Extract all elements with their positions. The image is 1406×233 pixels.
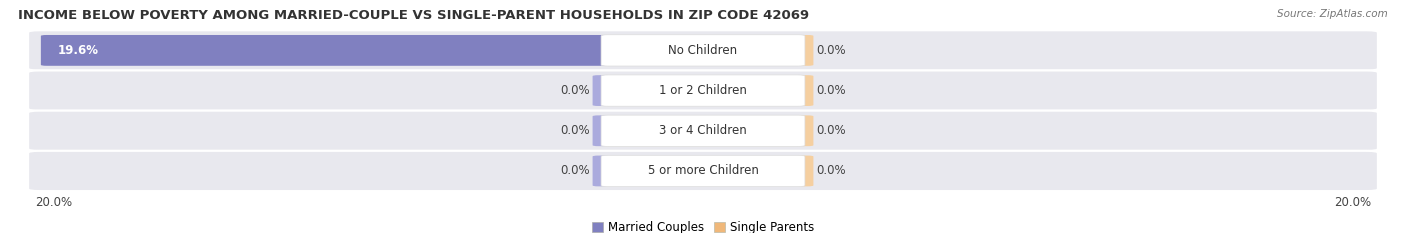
FancyBboxPatch shape	[28, 30, 1378, 70]
Text: 1 or 2 Children: 1 or 2 Children	[659, 84, 747, 97]
FancyBboxPatch shape	[28, 111, 1378, 151]
FancyBboxPatch shape	[28, 151, 1378, 191]
FancyBboxPatch shape	[602, 155, 806, 187]
Text: 0.0%: 0.0%	[817, 84, 846, 97]
FancyBboxPatch shape	[602, 75, 806, 106]
Legend: Married Couples, Single Parents: Married Couples, Single Parents	[586, 216, 820, 233]
Text: INCOME BELOW POVERTY AMONG MARRIED-COUPLE VS SINGLE-PARENT HOUSEHOLDS IN ZIP COD: INCOME BELOW POVERTY AMONG MARRIED-COUPL…	[18, 9, 810, 22]
FancyBboxPatch shape	[592, 115, 609, 146]
FancyBboxPatch shape	[799, 115, 814, 146]
FancyBboxPatch shape	[799, 156, 814, 186]
Text: 19.6%: 19.6%	[58, 44, 98, 57]
Text: 0.0%: 0.0%	[817, 164, 846, 178]
Text: 20.0%: 20.0%	[1334, 196, 1371, 209]
FancyBboxPatch shape	[799, 35, 814, 66]
FancyBboxPatch shape	[41, 35, 609, 66]
Text: 0.0%: 0.0%	[560, 124, 589, 137]
Text: 0.0%: 0.0%	[817, 44, 846, 57]
FancyBboxPatch shape	[592, 156, 609, 186]
Text: 3 or 4 Children: 3 or 4 Children	[659, 124, 747, 137]
Text: 20.0%: 20.0%	[35, 196, 72, 209]
FancyBboxPatch shape	[592, 75, 609, 106]
FancyBboxPatch shape	[799, 75, 814, 106]
Text: 0.0%: 0.0%	[560, 84, 589, 97]
FancyBboxPatch shape	[602, 115, 806, 146]
Text: Source: ZipAtlas.com: Source: ZipAtlas.com	[1277, 9, 1388, 19]
Text: 0.0%: 0.0%	[560, 164, 589, 178]
Text: 5 or more Children: 5 or more Children	[648, 164, 758, 178]
FancyBboxPatch shape	[602, 35, 806, 66]
FancyBboxPatch shape	[28, 71, 1378, 111]
Text: 0.0%: 0.0%	[817, 124, 846, 137]
Text: No Children: No Children	[668, 44, 738, 57]
